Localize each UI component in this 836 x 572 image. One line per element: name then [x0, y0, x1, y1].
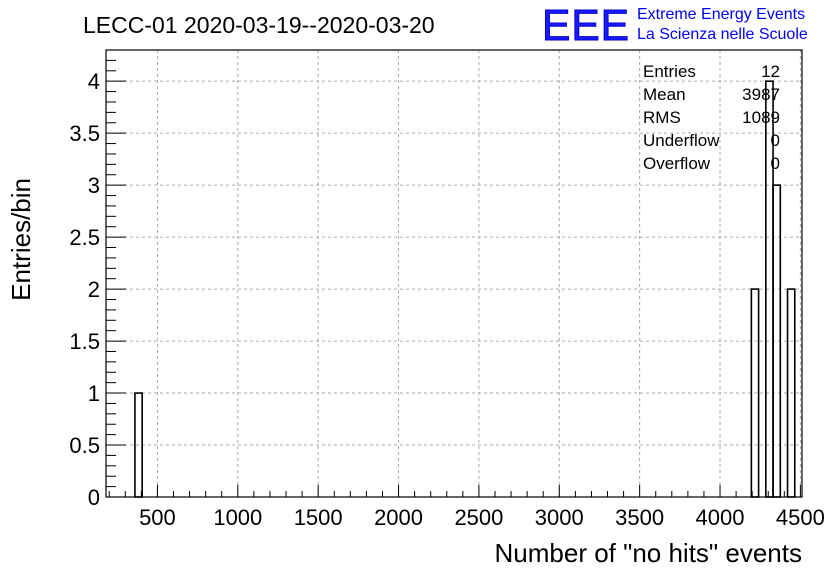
x-tick-label: 3000: [535, 505, 584, 530]
stats-label: RMS: [643, 108, 681, 127]
y-tick-label: 4: [88, 69, 100, 94]
y-tick-label: 2: [88, 277, 100, 302]
eee-logo: EEE Extreme Energy Events La Scienza nel…: [542, 1, 808, 51]
x-axis-ticks: 500 1000 1500 2000 2500 3000 3500 4000 4500: [108, 485, 825, 530]
x-tick-label: 1000: [213, 505, 262, 530]
y-tick-label: 0: [88, 485, 100, 510]
x-tick-label: 500: [139, 505, 176, 530]
stats-value: 1089: [742, 108, 780, 127]
x-tick-label: 2500: [454, 505, 503, 530]
logo-line-2: La Scienza nelle Scuole: [637, 26, 808, 43]
logo-mark: EEE: [542, 1, 630, 50]
x-tick-label: 4000: [696, 505, 745, 530]
y-tick-label: 3.5: [69, 121, 100, 146]
plot-frame: [105, 49, 803, 498]
y-tick-label: 2.5: [69, 225, 100, 250]
x-tick-label: 2000: [374, 505, 423, 530]
stats-label: Underflow: [643, 131, 720, 150]
stats-label: Overflow: [643, 154, 711, 173]
stats-box: Entries 12 Mean 3987 RMS 1089 Underflow 0 Overfl…: [643, 62, 780, 173]
stats-label: Entries: [643, 62, 696, 81]
stats-value: 0: [771, 131, 780, 150]
grid-lines: [106, 50, 802, 497]
stats-value: 3987: [742, 85, 780, 104]
y-tick-label: 1.5: [69, 329, 100, 354]
x-tick-label: 1500: [294, 505, 343, 530]
stats-value: 0: [771, 154, 780, 173]
stats-label: Mean: [643, 85, 686, 104]
x-tick-label: 4500: [776, 505, 825, 530]
y-tick-label: 0.5: [69, 433, 100, 458]
logo-line-1: Extreme Energy Events: [637, 6, 805, 23]
y-axis-label: Entries/bin: [6, 178, 36, 301]
x-tick-label: 3500: [615, 505, 664, 530]
y-axis-ticks: 0 0.5 1 1.5 2 2.5 3 3.5 4: [69, 59, 126, 510]
y-tick-label: 3: [88, 173, 100, 198]
y-tick-label: 1: [88, 381, 100, 406]
chart-title: LECC-01 2020-03-19--2020-03-20: [83, 12, 435, 38]
stats-value: 12: [761, 62, 780, 81]
x-axis-label: Number of "no hits" events: [495, 538, 803, 568]
